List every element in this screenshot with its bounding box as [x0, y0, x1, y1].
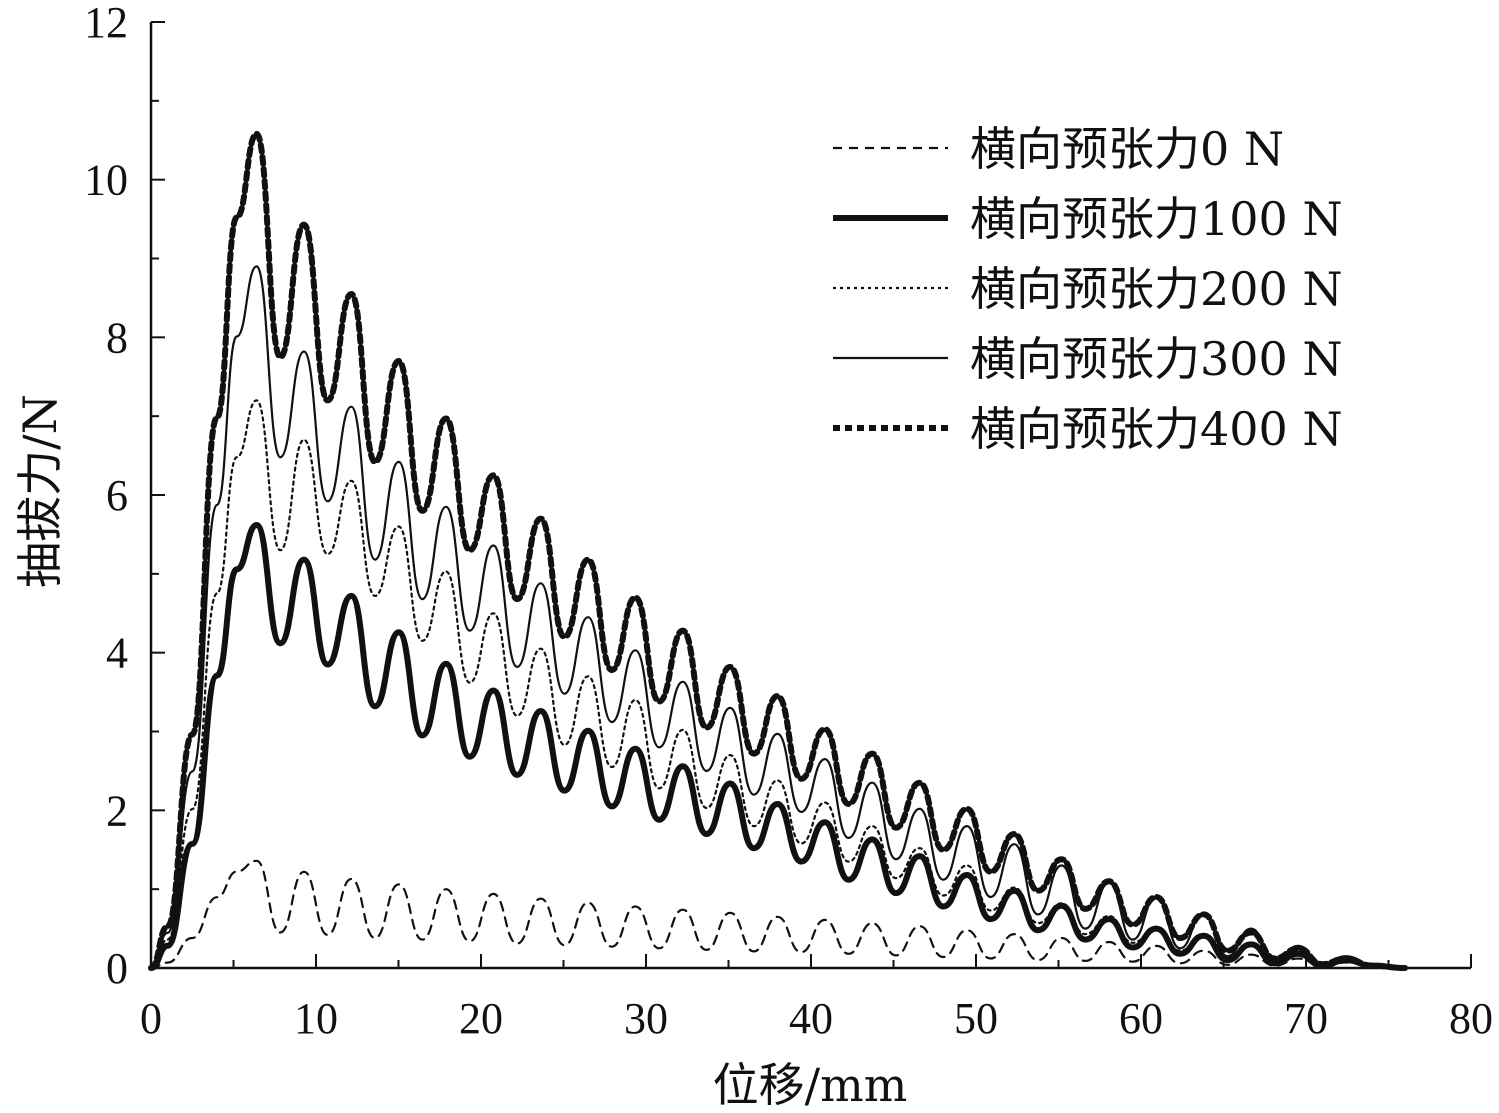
legend: 横向预张力0 N 横向预张力100 N 横向预张力200 N 横向预张力300 N 横向… [833, 122, 1343, 456]
y-tick-label: 0 [106, 944, 128, 993]
x-tick-label: 40 [789, 994, 833, 1043]
series-layer [148, 130, 1408, 971]
y-tick-label: 8 [106, 313, 128, 362]
x-tick-label: 20 [459, 994, 503, 1043]
legend-label-1: 横向预张力100 N [970, 192, 1343, 246]
legend-label-0: 横向预张力0 N [970, 122, 1284, 176]
series-line-2 [149, 399, 1407, 970]
x-tick-label: 10 [294, 994, 338, 1043]
x-tick-label: 80 [1449, 994, 1493, 1043]
y-axis-title: 抽拔力/N [13, 394, 67, 588]
series-line-0 [149, 859, 1407, 970]
x-tick-label: 30 [624, 994, 668, 1043]
legend-label-2: 横向预张力200 N [970, 262, 1343, 316]
legend-label-4: 横向预张力400 N [970, 402, 1343, 456]
axes: 0 10 20 30 40 50 60 70 80 0 2 4 6 8 10 12 [84, 0, 1493, 1043]
y-tick-label: 10 [84, 156, 128, 205]
x-axis-title: 位移/mm [713, 1058, 908, 1112]
series-line-1 [148, 522, 1408, 971]
series-line-4 [148, 130, 1408, 971]
y-tick-label: 2 [106, 786, 128, 835]
y-tick-label: 6 [106, 471, 128, 520]
x-tick-label: 0 [140, 994, 162, 1043]
y-tick-label: 12 [84, 0, 128, 47]
x-tick-label: 50 [954, 994, 998, 1043]
legend-label-3: 横向预张力300 N [970, 332, 1343, 386]
x-tick-label: 60 [1119, 994, 1163, 1043]
series-line-3 [149, 265, 1407, 970]
x-tick-label: 70 [1284, 994, 1328, 1043]
y-tick-label: 4 [106, 629, 128, 678]
